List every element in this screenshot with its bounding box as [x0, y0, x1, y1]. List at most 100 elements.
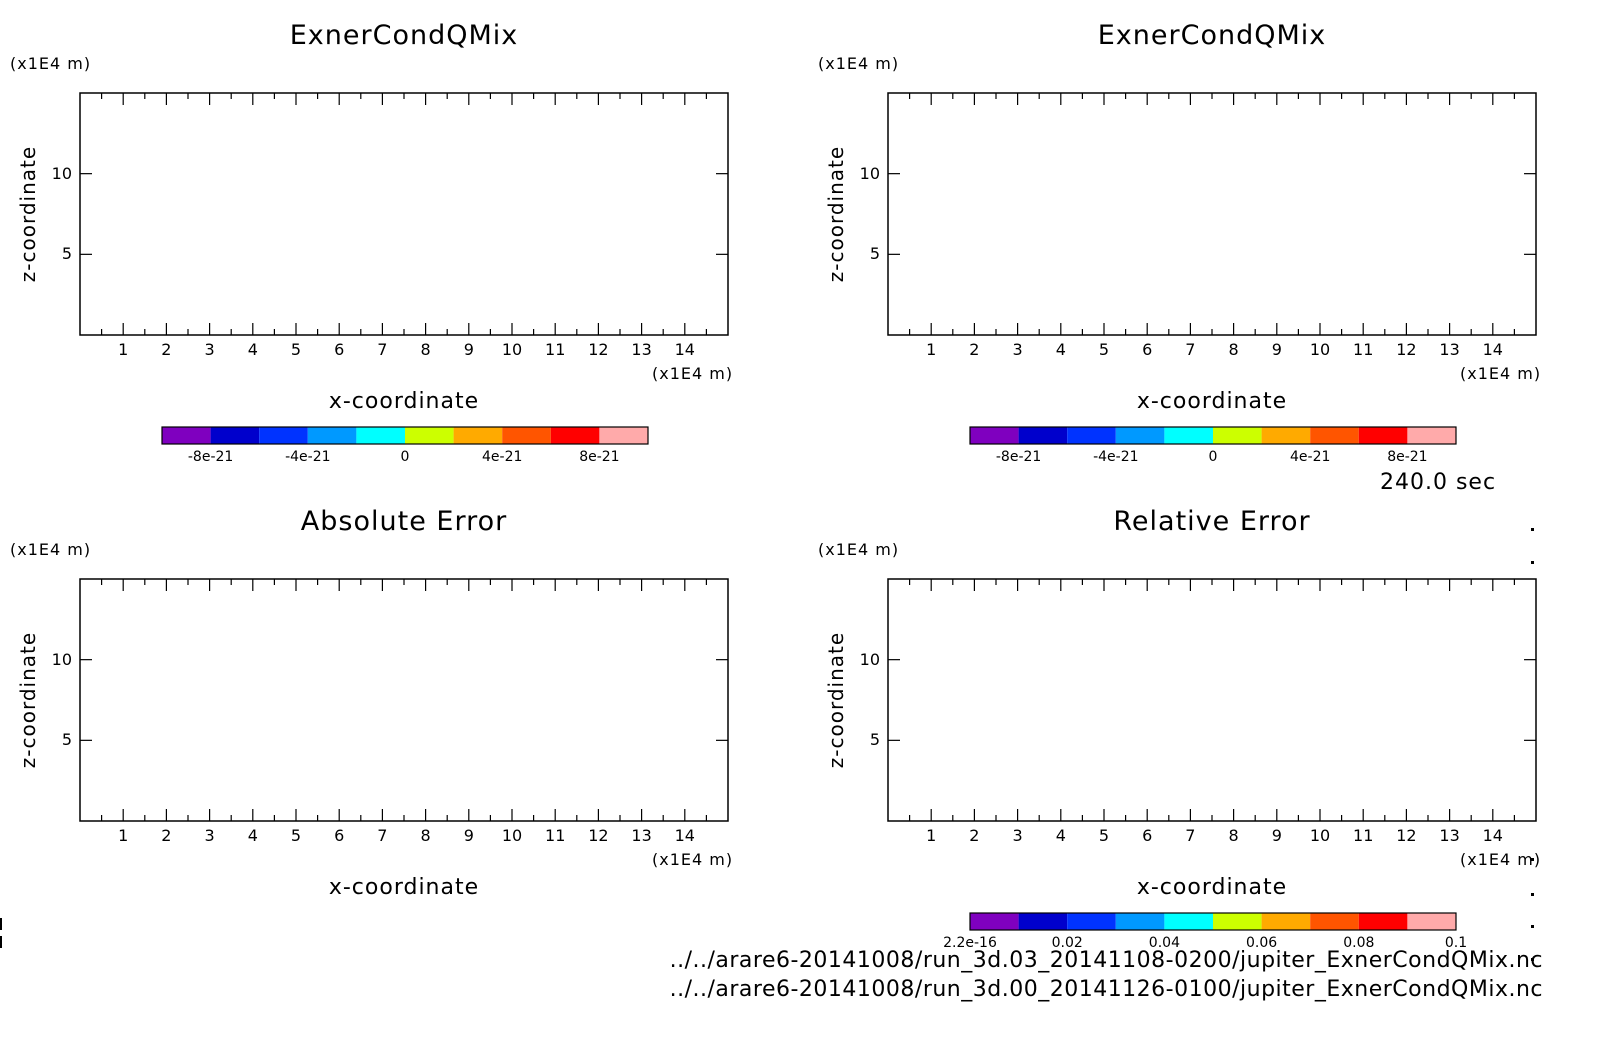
- colorbar-swatch: [162, 427, 211, 444]
- colorbar-swatch: [1213, 913, 1262, 930]
- plot-frame: [79, 92, 729, 336]
- colorbar-swatch: [1358, 427, 1408, 444]
- colorbar-swatch: [1018, 427, 1068, 444]
- colorbar-swatch: [307, 427, 357, 444]
- x-tick-label: 8: [1228, 826, 1239, 845]
- x-tick-label: 12: [588, 826, 609, 845]
- x-tick-label: 12: [588, 340, 609, 359]
- x-axis-label: x-coordinate: [1136, 875, 1288, 900]
- x-axis-label: x-coordinate: [328, 389, 480, 414]
- colorbar-swatch: [210, 427, 260, 444]
- x-tick-label: 12: [1396, 340, 1417, 359]
- colorbar-swatch: [453, 427, 503, 444]
- colorbar-swatch: [502, 427, 551, 444]
- colorbar-frame: [969, 426, 1457, 445]
- colorbar-tick-label: 0.1: [1444, 935, 1468, 951]
- x-tick-label: 2: [161, 826, 172, 845]
- time-label: 240.0 sec: [1380, 470, 1497, 495]
- x-tick-label: 10: [501, 826, 523, 845]
- x-tick-label: 11: [545, 340, 566, 359]
- x-tick-label: 10: [1309, 340, 1331, 359]
- x-tick-label: 9: [463, 826, 474, 845]
- colorbar-tick-label: 0.06: [1246, 935, 1278, 951]
- x-tick-label: 13: [631, 826, 652, 845]
- colorbar-swatch: [1067, 427, 1116, 444]
- colorbar-swatch: [1164, 427, 1213, 444]
- file-path-1: ../../arare6-20141008/run_3d.03_20141108…: [669, 948, 1543, 973]
- chart-title: ExnerCondQMix: [1097, 20, 1327, 51]
- colorbar-swatch: [1261, 427, 1311, 444]
- x-tick-label: 10: [501, 340, 523, 359]
- colorbar-swatch: [1115, 427, 1165, 444]
- colorbar-frame: [969, 912, 1457, 931]
- x-axis-unit: (x1E4 m): [1460, 850, 1542, 869]
- x-tick-label: 1: [118, 340, 129, 359]
- x-tick-label: 10: [1309, 826, 1331, 845]
- colorbar-swatch: [1164, 913, 1213, 930]
- x-axis-label: x-coordinate: [1136, 389, 1288, 414]
- x-tick-label: 1: [926, 340, 937, 359]
- colorbar-swatch: [1067, 913, 1116, 930]
- colorbar-swatch: [1018, 913, 1068, 930]
- colorbar-swatch: [405, 427, 454, 444]
- colorbar-swatch: [599, 427, 648, 444]
- x-tick-label: 11: [1353, 340, 1374, 359]
- colorbar-tick-label: 0: [400, 449, 410, 465]
- chart-title: Relative Error: [1113, 506, 1311, 537]
- y-tick-label: 10: [859, 163, 880, 183]
- chart-title: Absolute Error: [300, 506, 508, 537]
- colorbar-tick-label: 2.2e-16: [943, 935, 997, 951]
- x-tick-label: 8: [420, 826, 431, 845]
- colorbar-swatch: [550, 427, 600, 444]
- colorbar-tick-label: 8e-21: [579, 449, 620, 465]
- y-tick-label: 5: [61, 730, 72, 750]
- x-tick-label: 3: [1012, 340, 1023, 359]
- x-tick-label: 13: [1439, 826, 1460, 845]
- x-tick-label: 4: [1055, 340, 1066, 359]
- x-tick-label: 7: [377, 340, 388, 359]
- colorbar-tick-label: 0: [1208, 449, 1218, 465]
- colorbar-swatch: [1213, 427, 1262, 444]
- file-path-2: ../../arare6-20141008/run_3d.00_20141126…: [669, 977, 1543, 1002]
- x-tick-label: 14: [674, 340, 695, 359]
- x-tick-label: 14: [1482, 826, 1503, 845]
- y-axis-unit: (x1E4 m): [10, 54, 92, 73]
- x-tick-label: 11: [1353, 826, 1374, 845]
- x-tick-label: 14: [1482, 340, 1503, 359]
- x-tick-label: 6: [334, 340, 345, 359]
- colorbar-tick-label: 0.08: [1343, 935, 1375, 951]
- colorbar-tick-label: 4e-21: [481, 449, 523, 465]
- colorbar-swatch: [1407, 913, 1456, 930]
- colorbar-swatch: [970, 913, 1019, 930]
- y-tick-label: 5: [869, 730, 880, 750]
- x-axis-unit: (x1E4 m): [1460, 364, 1542, 383]
- x-tick-label: 5: [290, 340, 302, 359]
- y-axis-unit: (x1E4 m): [818, 54, 900, 73]
- x-tick-label: 5: [1098, 340, 1110, 359]
- y-axis-label: z-coordinate: [16, 631, 40, 769]
- x-tick-label: 7: [377, 826, 388, 845]
- x-tick-label: 3: [1012, 826, 1023, 845]
- colorbar-tick-label: 0.04: [1148, 935, 1180, 951]
- colorbar-swatch: [970, 427, 1019, 444]
- colorbar-frame: [161, 426, 649, 445]
- colorbar-tick-label: 4e-21: [1289, 449, 1331, 465]
- y-tick-label: 10: [859, 649, 880, 669]
- x-tick-label: 9: [1271, 826, 1282, 845]
- y-tick-label: 5: [869, 244, 880, 264]
- colorbar-swatch: [1261, 913, 1311, 930]
- x-tick-label: 5: [1098, 826, 1110, 845]
- x-tick-label: 3: [204, 340, 215, 359]
- colorbar-swatch: [1407, 427, 1456, 444]
- x-tick-label: 9: [1271, 340, 1282, 359]
- chart-title: ExnerCondQMix: [289, 20, 519, 51]
- x-axis-unit: (x1E4 m): [652, 850, 734, 869]
- x-tick-label: 14: [674, 826, 695, 845]
- colorbar-swatch: [1115, 913, 1165, 930]
- y-tick-label: 10: [51, 163, 72, 183]
- x-tick-label: 13: [1439, 340, 1460, 359]
- x-tick-label: 9: [463, 340, 474, 359]
- x-axis-label: x-coordinate: [328, 875, 480, 900]
- y-axis-label: z-coordinate: [824, 631, 848, 769]
